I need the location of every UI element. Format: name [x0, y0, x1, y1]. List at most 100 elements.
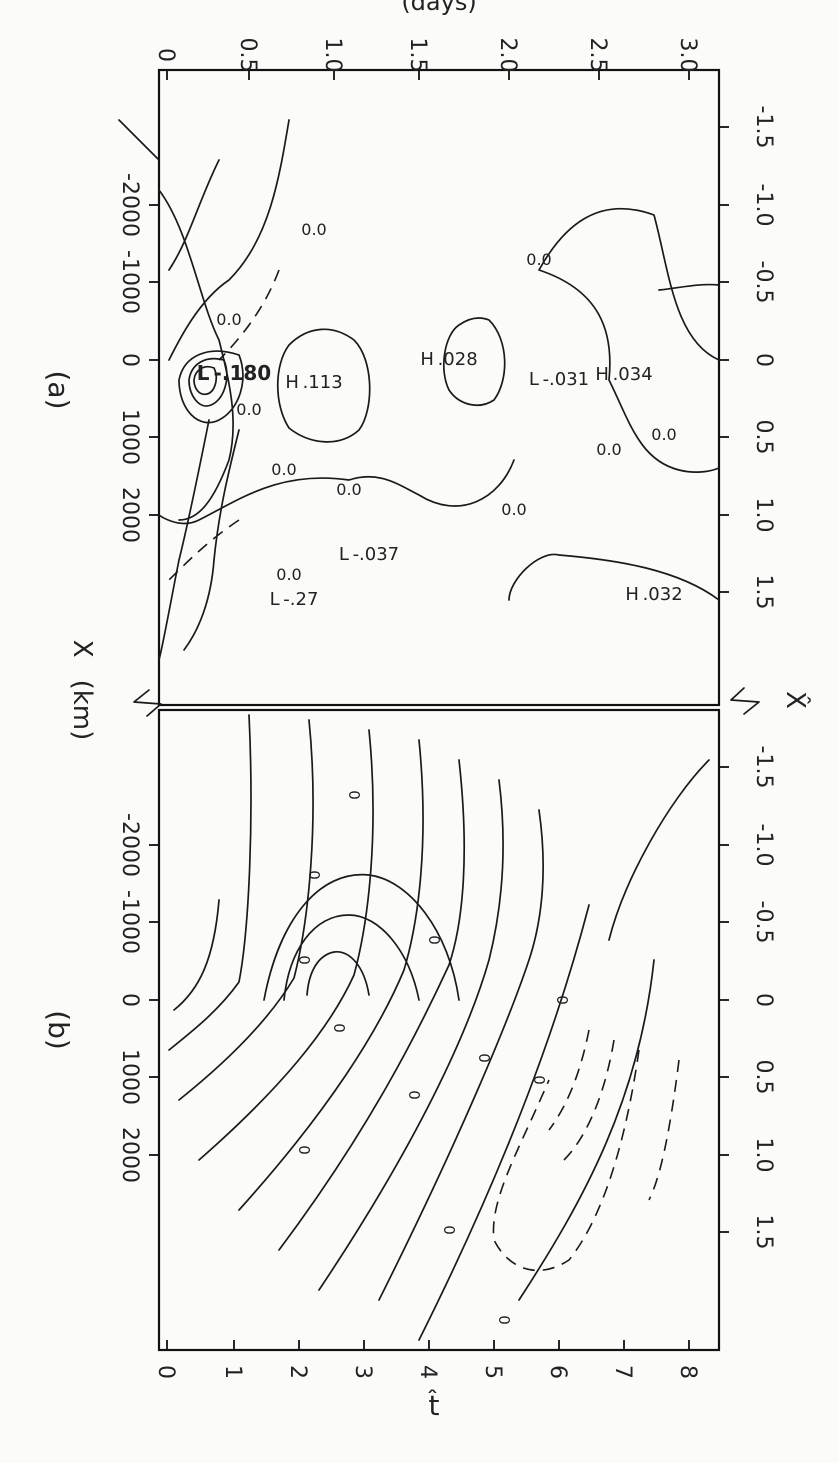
contour-label-b7: 0	[295, 1145, 313, 1155]
svg-text:0: 0	[751, 353, 776, 367]
contour-label-b10: 0	[305, 870, 323, 880]
contour-b2	[518, 959, 655, 1301]
contour-b5	[318, 779, 504, 1291]
dashed-b4	[548, 1029, 590, 1131]
svg-text:1.0: 1.0	[751, 498, 776, 533]
svg-text:-1.0: -1.0	[751, 184, 776, 227]
that-tick-2: 2	[285, 1340, 310, 1379]
x-tick-a4: 1000	[117, 409, 159, 465]
contour-label-a5: 0.0	[336, 480, 361, 499]
contour-a-ridge2	[158, 419, 210, 661]
svg-text:6: 6	[545, 1365, 570, 1379]
svg-text:-0.5: -0.5	[751, 261, 776, 304]
t-tick-4: 1.5	[405, 38, 430, 80]
x-tick-a5: 2000	[117, 487, 159, 543]
contour-label-a8: 0.0	[301, 220, 326, 239]
t-tick-6: 0.5	[235, 38, 260, 80]
that-tick-3: 3	[350, 1340, 375, 1379]
svg-text:0: 0	[153, 1365, 178, 1379]
contour-label-a3: 0.0	[651, 425, 676, 444]
contour-b7	[238, 739, 424, 1211]
xhat-tick-a7: 1.5	[719, 575, 776, 610]
contour-a10	[118, 119, 160, 161]
t-tick-2: 2.5	[585, 38, 610, 80]
contour-label-a7: 0.0	[271, 460, 296, 479]
extremum-h-034: H .034	[595, 364, 652, 385]
panel-b-contour-labels: 0 0 0 0 0 0 0 0 0 0 0 0	[295, 790, 571, 1325]
contour-b11	[173, 899, 220, 1011]
svg-text:2: 2	[285, 1365, 310, 1379]
svg-text:0: 0	[153, 48, 178, 62]
svg-text:0.5: 0.5	[751, 420, 776, 455]
bottom-x-ticks: -2000 -1000 0 1000 2000 -2000 -1000 0 10…	[117, 173, 159, 1183]
t-axis: 3.0 2.5 2.0 1.5 1.0 0.5 0	[153, 38, 700, 80]
x-tick-a2: -1000	[117, 250, 159, 314]
contour-a1	[538, 207, 720, 473]
that-tick-6: 6	[545, 1340, 570, 1379]
contour-a8	[168, 159, 220, 271]
t-tick-7: 0	[153, 48, 178, 80]
contour-label-b5: 0	[530, 1075, 548, 1085]
x-tick-b2: -1000	[117, 890, 159, 954]
panel-a-contour-labels: 0.0 0.0 0.0 0.0 0.0 0.0 0.0 0.0 0.0 0.0	[216, 220, 676, 584]
contour-label-b11: 0	[345, 790, 363, 800]
svg-text:0.5: 0.5	[235, 38, 260, 73]
contour-label-b8: 0	[330, 1023, 348, 1033]
extremum-h-028: H .028	[420, 349, 477, 370]
xhat-tick-a1: -1.5	[719, 106, 776, 149]
svg-text:1: 1	[220, 1365, 245, 1379]
svg-text:2000: 2000	[117, 1127, 142, 1183]
svg-text:1000: 1000	[117, 1049, 142, 1105]
dashed-b1	[492, 1049, 640, 1272]
contour-b-inner1	[263, 873, 460, 1001]
dashed-b2	[648, 1059, 680, 1201]
svg-text:5: 5	[480, 1365, 505, 1379]
xhat-tick-a5: 0.5	[719, 420, 776, 455]
x-tick-b3: 0	[117, 993, 159, 1007]
svg-text:3: 3	[350, 1365, 375, 1379]
contour-label-b12: 0	[475, 1053, 493, 1063]
that-tick-0: 0	[153, 1340, 178, 1379]
xhat-tick-b7: 1.5	[719, 1215, 776, 1250]
svg-text:-0.5: -0.5	[751, 901, 776, 944]
dashed-b3	[563, 1039, 615, 1161]
xhat-tick-b3: -0.5	[719, 901, 776, 944]
extremum-h-032: H .032	[625, 584, 682, 605]
that-tick-4: 4	[415, 1340, 440, 1379]
xhat-tick-a3: -0.5	[719, 261, 776, 304]
panel-b-caption: (b)	[42, 1010, 75, 1050]
contour-label-a4: 0.0	[501, 500, 526, 519]
contour-b3	[418, 904, 590, 1341]
svg-text:1.5: 1.5	[751, 1215, 776, 1250]
contour-label-a2: 0.0	[596, 440, 621, 459]
svg-text:4: 4	[415, 1365, 440, 1379]
contour-b-inner2	[283, 914, 420, 1001]
that-tick-1: 1	[220, 1340, 245, 1379]
axis-break-top	[730, 687, 760, 715]
contour-b-inner3	[306, 951, 370, 996]
svg-text:-2000: -2000	[117, 813, 142, 877]
svg-text:-1.5: -1.5	[751, 746, 776, 789]
xhat-tick-b1: -1.5	[719, 746, 776, 789]
svg-text:2.5: 2.5	[585, 38, 610, 73]
xhat-tick-b4: 0	[719, 993, 776, 1007]
xhat-tick-b6: 1.0	[719, 1138, 776, 1173]
svg-text:2000: 2000	[117, 487, 142, 543]
panel-a-contours	[118, 119, 720, 661]
panel-a-extrema: H .032 L -.031 L -.037 H .034 H .028 H .113 L-…	[197, 349, 683, 610]
panel-a-frame	[157, 68, 721, 707]
contour-a3	[508, 553, 720, 601]
extremum-l-031: L -.031	[529, 369, 589, 390]
svg-text:3.0: 3.0	[675, 38, 700, 73]
panel-b-contours	[168, 714, 710, 1341]
extremum-l-27: L -.27	[270, 589, 319, 610]
contour-a-core2	[188, 357, 228, 407]
svg-text:-1.5: -1.5	[751, 106, 776, 149]
panel-a-caption: (a)	[42, 370, 75, 409]
contour-label-a10: 0.0	[236, 400, 261, 419]
top-xhat-ticks: -1.5 -1.0 -0.5 0 0.5 1.0 1.5 -1.5 -1.0 -…	[719, 106, 776, 1250]
xhat-tick-a6: 1.0	[719, 498, 776, 533]
t-tick-3: 2.0	[495, 38, 520, 80]
contour-b10	[168, 714, 252, 1051]
